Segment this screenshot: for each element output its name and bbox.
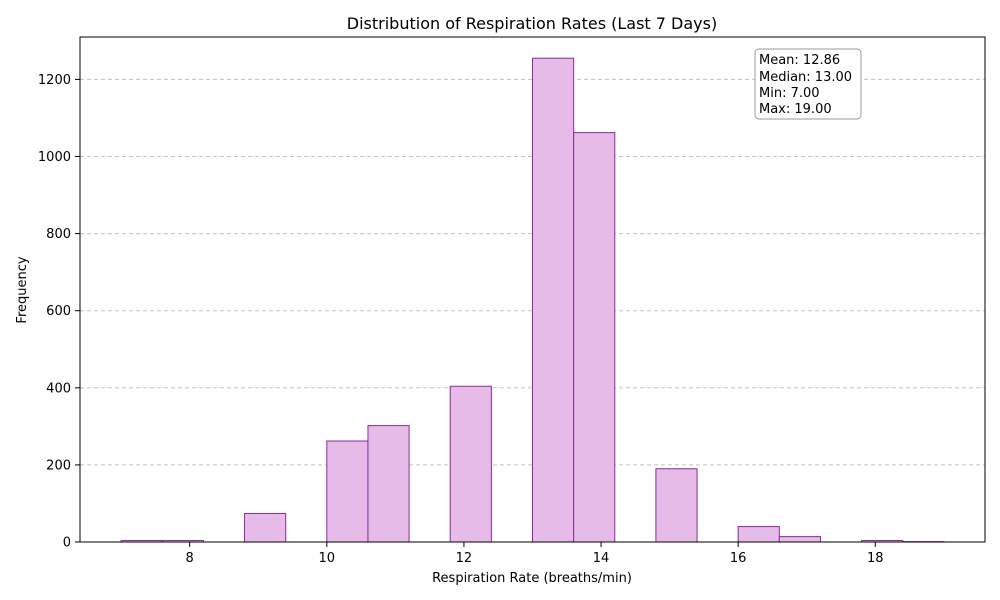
histogram-bar bbox=[326, 440, 369, 543]
y-tick-label: 400 bbox=[46, 381, 71, 396]
stats-median: Median: 13.00 bbox=[759, 70, 852, 85]
chart-title: Distribution of Respiration Rates (Last … bbox=[347, 14, 717, 33]
histogram-bar bbox=[573, 132, 616, 543]
x-tick-label: 10 bbox=[319, 551, 336, 566]
y-tick-label: 1200 bbox=[38, 73, 71, 88]
stats-min: Min: 7.00 bbox=[759, 86, 820, 101]
grid-layer bbox=[80, 78, 985, 466]
stats-max: Max: 19.00 bbox=[759, 102, 832, 117]
x-tick-label: 12 bbox=[456, 551, 473, 566]
histogram-bar bbox=[244, 512, 287, 543]
x-tick-label: 8 bbox=[186, 551, 194, 566]
y-axis: 0 200 400 600 800 1000 1200 bbox=[38, 73, 80, 551]
histogram-bar bbox=[737, 526, 780, 543]
y-tick-label: 0 bbox=[63, 536, 71, 551]
histogram-bar bbox=[449, 385, 492, 543]
x-axis: 8 10 12 14 16 18 bbox=[186, 542, 884, 566]
stats-mean: Mean: 12.86 bbox=[759, 53, 840, 68]
y-tick-label: 800 bbox=[46, 227, 71, 242]
stats-box: Mean: 12.86 Median: 13.00 Min: 7.00 Max:… bbox=[754, 48, 862, 120]
x-tick-label: 16 bbox=[730, 551, 747, 566]
y-tick-label: 600 bbox=[46, 304, 71, 319]
histogram-bar bbox=[655, 468, 698, 543]
stats-box-frame bbox=[754, 48, 862, 120]
histogram-bar bbox=[367, 425, 410, 543]
histogram-bar bbox=[532, 57, 575, 543]
bars-layer bbox=[120, 57, 945, 543]
y-axis-label: Frequency bbox=[15, 256, 30, 323]
x-tick-label: 14 bbox=[593, 551, 610, 566]
histogram-bar bbox=[778, 536, 821, 543]
x-tick-label: 18 bbox=[867, 551, 884, 566]
y-tick-label: 1000 bbox=[38, 150, 71, 165]
plot-frame bbox=[79, 36, 986, 543]
y-tick-label: 200 bbox=[46, 458, 71, 473]
x-axis-label: Respiration Rate (breaths/min) bbox=[432, 571, 632, 586]
